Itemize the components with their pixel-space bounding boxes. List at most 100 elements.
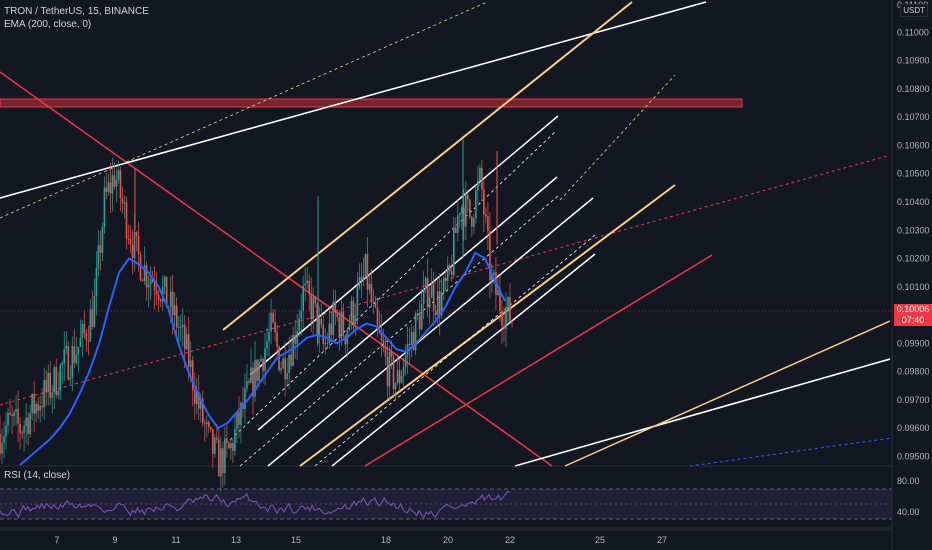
- candle-body: [469, 199, 471, 217]
- candle-body: [456, 215, 459, 233]
- candle-body: [175, 305, 178, 328]
- candle-body: [384, 347, 387, 357]
- candle-body: [115, 179, 118, 187]
- candle-body: [310, 294, 313, 320]
- time-tick-label: 20: [443, 535, 453, 545]
- red-uptrend-line[interactable]: [364, 254, 713, 467]
- candle-body: [489, 231, 491, 280]
- candle-body: [264, 348, 266, 371]
- time-tick-label: 7: [54, 535, 59, 545]
- candle-body: [452, 227, 455, 276]
- candle-body: [105, 187, 108, 192]
- candle-body: [85, 332, 88, 341]
- blue-dashed-line[interactable]: [689, 437, 893, 467]
- candle-body: [304, 283, 306, 286]
- candle-body: [454, 227, 457, 233]
- candle-body: [13, 412, 15, 417]
- candle-body: [260, 358, 262, 362]
- candle-body: [360, 276, 363, 281]
- candle-body: [262, 358, 264, 371]
- candle-body: [7, 412, 9, 426]
- candle-body: [77, 346, 80, 355]
- candle-body: [318, 318, 321, 336]
- orange-channel-bottom[interactable]: [299, 184, 676, 467]
- candle-body: [320, 318, 323, 325]
- candle-body: [404, 355, 407, 367]
- candle-body: [157, 294, 160, 300]
- candle-body: [141, 280, 144, 282]
- candle-body: [113, 175, 116, 187]
- candle-body: [151, 279, 154, 282]
- candle-body: [169, 291, 172, 308]
- candle-body: [461, 207, 463, 214]
- candle-body: [256, 359, 258, 381]
- candles: [0, 139, 513, 492]
- candle-body: [212, 429, 214, 454]
- candle-body: [204, 423, 206, 425]
- candle-body: [51, 392, 54, 398]
- candle-body: [21, 432, 23, 434]
- candle-body: [117, 170, 120, 180]
- time-axis[interactable]: 7 9 11 13 15 18 20 22 25 27: [0, 529, 892, 545]
- candle-body: [314, 296, 317, 304]
- candle-body: [330, 323, 333, 335]
- candle-body: [386, 356, 389, 387]
- candle-body: [509, 297, 511, 322]
- candle-body: [374, 302, 377, 308]
- candle-body: [109, 182, 112, 194]
- candle-body: [246, 381, 248, 389]
- candle-body: [394, 383, 397, 390]
- candle-body: [258, 361, 260, 381]
- orange-channel-top[interactable]: [222, 1, 633, 331]
- orange-dashed-line[interactable]: [559, 74, 676, 201]
- candle-body: [67, 346, 70, 380]
- candle-body: [127, 238, 130, 240]
- candle-body: [81, 323, 84, 338]
- candle-body: [133, 231, 136, 259]
- candle-body: [119, 170, 122, 199]
- white-long-trend-line-bottom[interactable]: [514, 358, 891, 467]
- price-tick-label: 0.10500: [897, 169, 930, 179]
- candle-body: [123, 202, 126, 204]
- candle-body: [224, 438, 226, 474]
- candle-body: [294, 334, 296, 344]
- candle-body: [268, 331, 270, 342]
- candle-body: [125, 202, 128, 239]
- candle-body: [408, 343, 411, 345]
- candle-body: [0, 433, 1, 454]
- candle-body: [201, 398, 204, 424]
- candle-body: [149, 279, 152, 285]
- orange-long-line[interactable]: [564, 320, 891, 467]
- candle-body: [485, 214, 487, 217]
- candle-body: [290, 354, 292, 366]
- time-tick-label: 9: [112, 535, 117, 545]
- resistance-zone[interactable]: [0, 98, 743, 108]
- candle-body: [344, 335, 347, 345]
- candle-body: [450, 271, 453, 276]
- candle-body: [302, 285, 304, 312]
- candle-body: [57, 391, 60, 395]
- candle-body: [99, 245, 102, 253]
- price-axis[interactable]: 0.11100 0.110000.109000.108000.107000.10…: [891, 0, 932, 550]
- candle-body: [416, 313, 419, 316]
- candle-body: [3, 436, 5, 444]
- candle-body: [107, 182, 110, 192]
- red-downtrend-line[interactable]: [0, 71, 553, 467]
- candle-body: [197, 392, 200, 409]
- rsi-axis-label-40: 40.00: [897, 507, 920, 517]
- candle-body: [272, 312, 274, 323]
- candle-body: [222, 448, 224, 474]
- chart-title: TRON / TetherUS, 15, BINANCE: [4, 6, 149, 17]
- time-tick-label: 15: [291, 535, 301, 545]
- candle-body: [392, 356, 395, 390]
- white-long-trend-line-top[interactable]: [0, 1, 707, 199]
- white-dashed-trend-line[interactable]: [0, 1, 488, 219]
- price-tick-label: 0.10100: [897, 282, 930, 292]
- price-tick-label: 0.10900: [897, 56, 930, 66]
- candle-body: [183, 324, 186, 350]
- candle-body: [79, 337, 82, 347]
- candle-body: [372, 302, 375, 304]
- candle-body: [501, 310, 503, 326]
- candle-body: [418, 315, 421, 330]
